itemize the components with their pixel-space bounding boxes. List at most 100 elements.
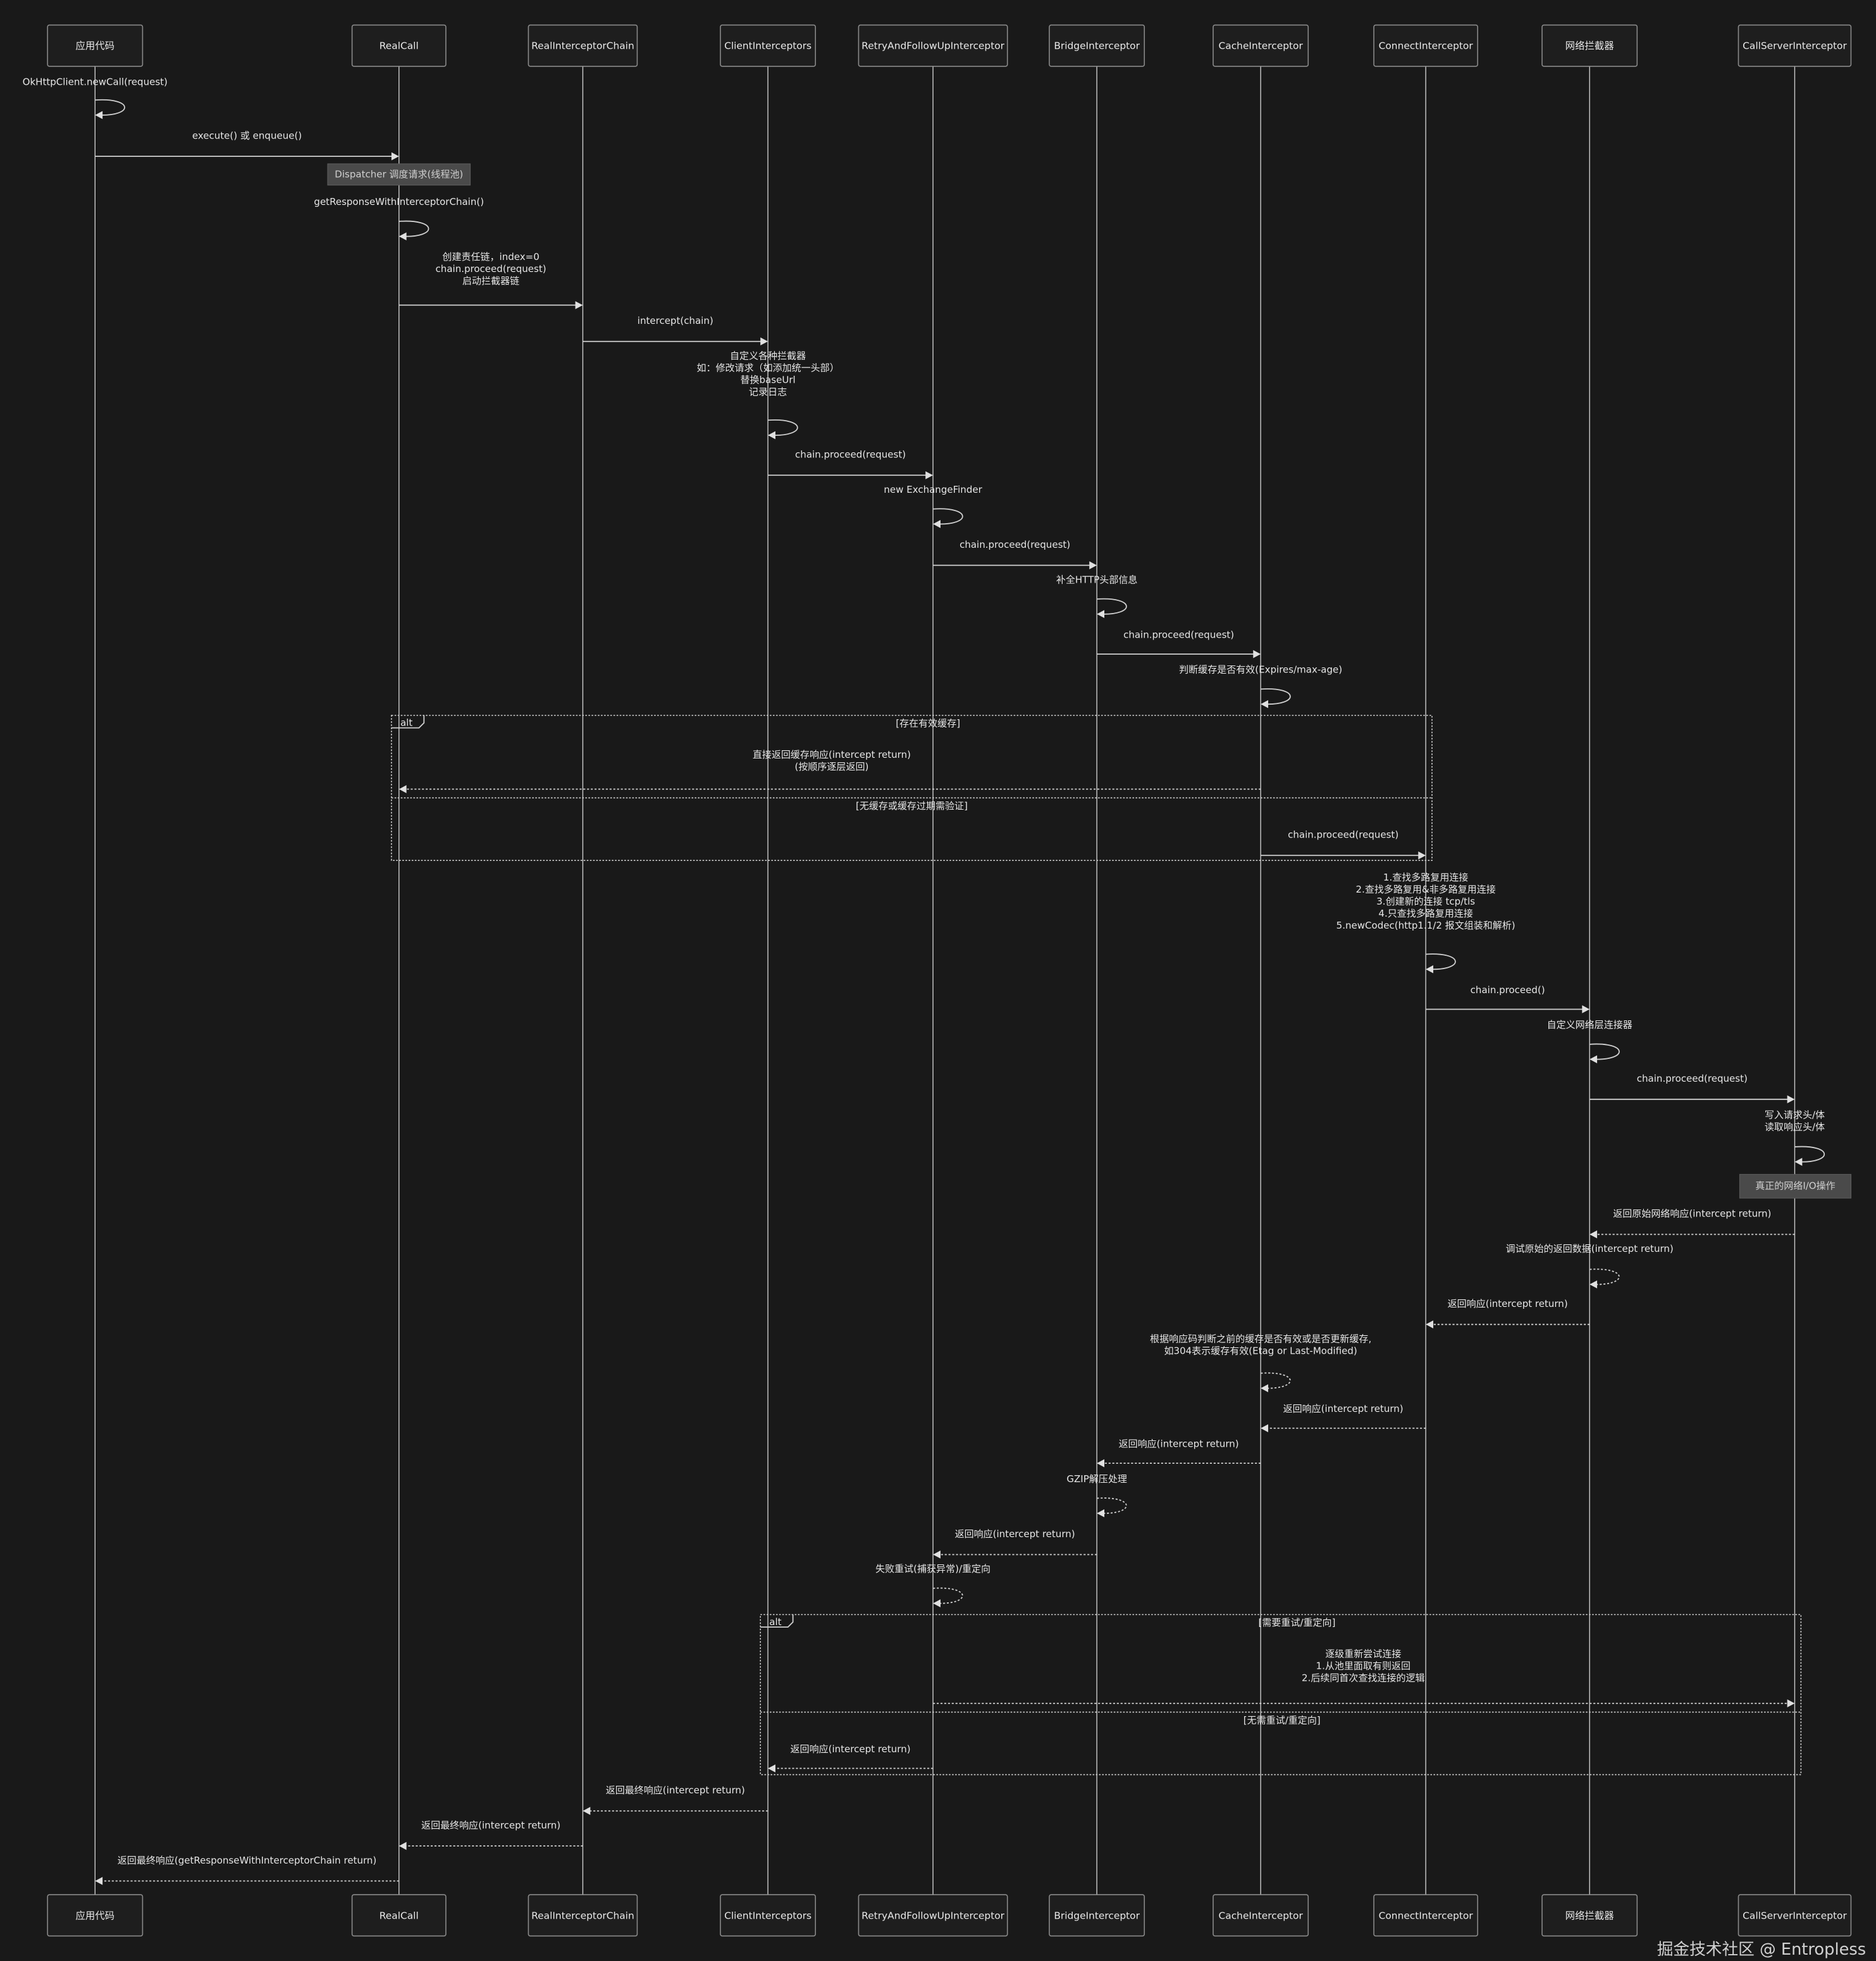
message-label: 调试原始的返回数据(intercept return)	[1506, 1243, 1674, 1254]
frame-border	[760, 1614, 1802, 1776]
arrowhead	[1253, 650, 1261, 659]
message-label: chain.proceed(request)	[795, 449, 906, 461]
message-label: 返回响应(intercept return)	[791, 1743, 911, 1755]
self-call-arrow	[1426, 953, 1456, 970]
participant-box	[1049, 24, 1145, 67]
arrowhead	[1582, 1005, 1590, 1013]
arrowhead	[1787, 1699, 1795, 1708]
message-self: 补全HTTP头部信息	[1056, 574, 1137, 619]
participant-top[interactable]: ClientInterceptors	[720, 24, 817, 67]
message-label: 直接返回缓存响应(intercept return)	[753, 749, 911, 760]
message-sync: chain.proceed(request)	[768, 449, 934, 479]
frame-label: alt	[769, 1616, 781, 1628]
participant-bottom[interactable]: BridgeInterceptor	[1049, 1894, 1145, 1937]
note-text: 真正的网络I/O操作	[1755, 1180, 1835, 1192]
participant-label: BridgeInterceptor	[1054, 1910, 1140, 1921]
participant-label: 网络拦截器	[1565, 40, 1614, 52]
arrowhead	[1097, 1509, 1104, 1518]
participant-label: ConnectInterceptor	[1379, 1910, 1474, 1921]
message-return: 返回最终响应(intercept return)	[398, 1819, 583, 1850]
participant-top[interactable]: CallServerInterceptor	[1737, 24, 1852, 67]
participant-top[interactable]: RealCall	[351, 24, 447, 67]
participant-top[interactable]: RealInterceptorChain	[528, 24, 638, 67]
message-label: 返回最终响应(intercept return)	[421, 1819, 560, 1831]
participant-bottom[interactable]: ConnectInterceptor	[1373, 1894, 1479, 1937]
message-sync: chain.proceed()	[1426, 984, 1590, 1013]
arrowhead	[933, 1599, 941, 1607]
participant-top[interactable]: 网络拦截器	[1541, 24, 1638, 67]
note: 真正的网络I/O操作	[1739, 1173, 1852, 1199]
message-self: 判断缓存是否有效(Expires/max-age)	[1179, 664, 1342, 708]
message-sync: chain.proceed(request)	[933, 539, 1097, 569]
participant-top[interactable]: 应用代码	[47, 24, 144, 67]
self-call-arrow	[1261, 688, 1291, 705]
arrowhead	[1261, 1384, 1269, 1392]
arrowhead	[95, 111, 103, 120]
participant-top[interactable]: RetryAndFollowUpInterceptor	[858, 24, 1008, 67]
message-label: (按顺序逐层返回)	[795, 761, 869, 772]
participant-box	[1049, 1894, 1145, 1937]
participant-bottom[interactable]: ClientInterceptors	[720, 1894, 817, 1937]
message-label: 自定义各种拦截器	[730, 350, 806, 361]
message-label: execute() 或 enqueue()	[192, 130, 302, 141]
participant-label: RealInterceptorChain	[531, 40, 634, 52]
message-label: 创建责任链，index=0	[442, 251, 539, 263]
participant-label: 网络拦截器	[1565, 1910, 1614, 1921]
participant-top[interactable]: ConnectInterceptor	[1373, 24, 1479, 67]
participant-box	[858, 24, 1008, 67]
participant-box	[528, 24, 638, 67]
frame-condition: [存在有效缓存]	[896, 718, 960, 729]
note-box	[327, 163, 471, 186]
arrowhead	[1418, 851, 1426, 860]
message-label: chain.proceed(request)	[960, 539, 1070, 550]
participant-label: RealInterceptorChain	[531, 1910, 634, 1921]
message-label: 2.后续同首次查找连接的逻辑	[1302, 1673, 1425, 1684]
self-call-arrow	[933, 1587, 963, 1604]
arrowhead	[1097, 1459, 1104, 1468]
arrowhead	[583, 1807, 591, 1816]
message-return: 返回响应(intercept return)	[1097, 1438, 1261, 1468]
participant-bottom[interactable]: RealInterceptorChain	[528, 1894, 638, 1937]
arrowhead	[1089, 561, 1097, 569]
message-label: 记录日志	[749, 386, 787, 397]
message-selfreturn: GZIP解压处理	[1066, 1473, 1127, 1518]
participant-bottom[interactable]: CallServerInterceptor	[1737, 1894, 1852, 1937]
participant-top[interactable]: BridgeInterceptor	[1049, 24, 1145, 67]
participant-top[interactable]: CacheInterceptor	[1213, 24, 1309, 67]
note-box	[1739, 1173, 1852, 1199]
participant-bottom[interactable]: 网络拦截器	[1541, 1894, 1638, 1937]
arrowhead	[933, 520, 941, 528]
message-label: chain.proceed(request)	[436, 263, 546, 275]
message-label: 返回原始网络响应(intercept return)	[1613, 1208, 1771, 1220]
frame-condition: [无需重试/重定向]	[1243, 1714, 1321, 1726]
participant-label: RealCall	[380, 40, 419, 52]
participant-box	[1737, 24, 1852, 67]
participant-label: CacheInterceptor	[1219, 40, 1304, 52]
message-return: 返回原始网络响应(intercept return)	[1589, 1208, 1795, 1239]
participant-box	[47, 24, 144, 67]
arrowhead	[1426, 1320, 1434, 1329]
participant-box	[1541, 1894, 1638, 1937]
arrowhead	[1097, 610, 1104, 619]
message-selfreturn: 失败重试(捕获异常)/重定向	[875, 1563, 990, 1607]
participant-bottom[interactable]: RetryAndFollowUpInterceptor	[858, 1894, 1008, 1937]
message-label: 返回响应(intercept return)	[1283, 1403, 1404, 1414]
message-selfreturn: 调试原始的返回数据(intercept return)	[1506, 1243, 1674, 1289]
message-sync: intercept(chain)	[583, 315, 768, 346]
participant-box	[528, 1894, 638, 1937]
self-call-arrow	[1589, 1043, 1620, 1060]
self-call-arrow	[1097, 1497, 1127, 1514]
message-label: 判断缓存是否有效(Expires/max-age)	[1179, 664, 1342, 676]
arrowhead	[391, 152, 399, 161]
participant-bottom[interactable]: CacheInterceptor	[1213, 1894, 1309, 1937]
participant-label: RetryAndFollowUpInterceptor	[861, 1910, 1004, 1921]
self-call-arrow	[95, 99, 125, 116]
participant-bottom[interactable]: RealCall	[351, 1894, 447, 1937]
participant-bottom[interactable]: 应用代码	[47, 1894, 144, 1937]
message-return: 返回响应(intercept return)	[933, 1528, 1097, 1559]
arrowhead	[1787, 1095, 1795, 1104]
participant-box	[351, 24, 447, 67]
message-sync: 创建责任链，index=0chain.proceed(request)启动拦截器…	[398, 251, 583, 309]
